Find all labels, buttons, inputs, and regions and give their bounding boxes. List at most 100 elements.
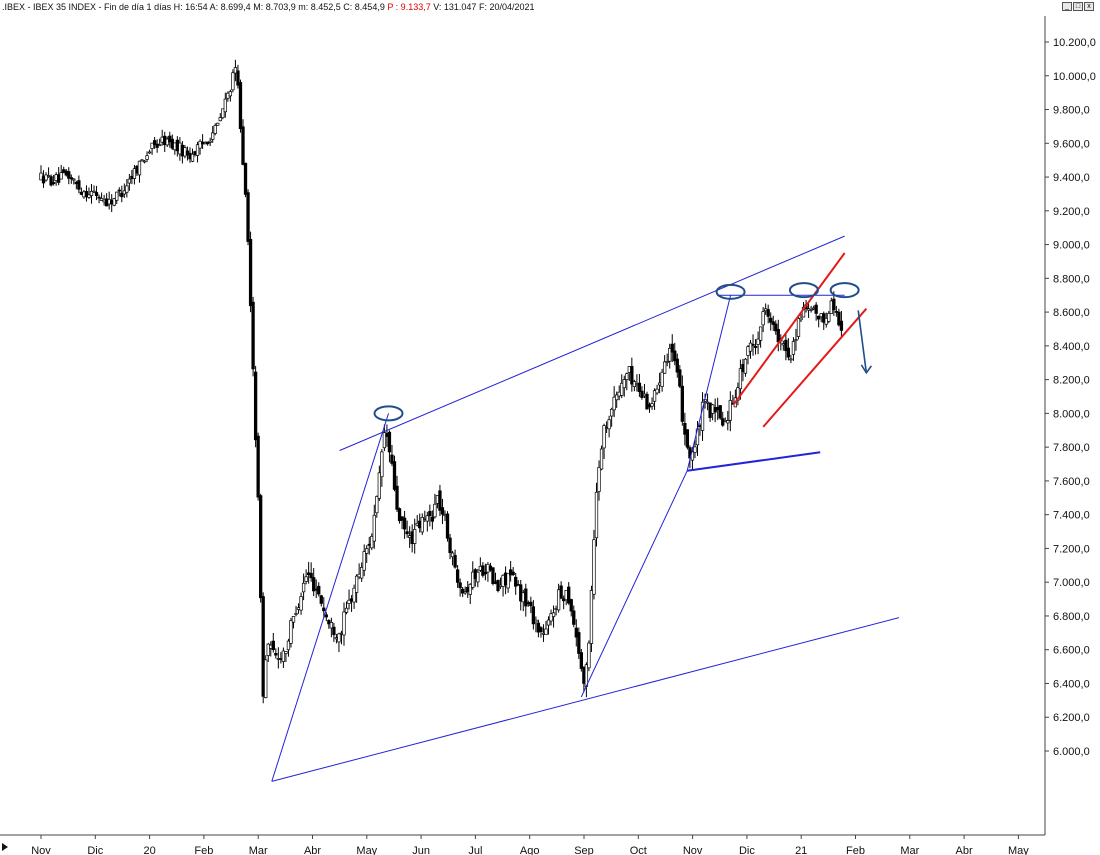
candle-body (529, 601, 533, 607)
candle-body (551, 612, 556, 617)
candle-body (577, 632, 581, 654)
candle-body (294, 613, 298, 615)
candle-body (718, 405, 722, 419)
peak-apr-marker (829, 282, 860, 299)
candle-body (597, 467, 601, 492)
candle-body (556, 589, 561, 611)
channel-bottom-line (762, 308, 868, 428)
peak-mar-marker (788, 282, 819, 299)
candle-body (675, 358, 679, 373)
candle-body (140, 159, 144, 162)
y-tick-label: 6.800,0 (1053, 611, 1090, 623)
y-tick-label: 8.200,0 (1053, 375, 1090, 387)
candle-body (405, 531, 409, 535)
candle-body (693, 446, 697, 453)
y-tick-label: 7.200,0 (1053, 543, 1090, 555)
candle-body (663, 361, 667, 374)
candle-body (87, 194, 91, 198)
candle-body (49, 176, 53, 186)
y-tick-label: 9.400,0 (1053, 172, 1090, 184)
close-button[interactable]: x (1084, 2, 1094, 11)
candle-body (751, 344, 755, 346)
date-readout: F: 20/04/2021 (478, 2, 535, 12)
candle-body (291, 616, 296, 623)
candle-body (365, 548, 369, 554)
candle-body (425, 515, 429, 522)
candle-body (546, 619, 551, 626)
candle-body (380, 451, 384, 478)
y-tick-label: 6.200,0 (1053, 712, 1090, 724)
candle-body (46, 175, 51, 177)
y-tick-label: 9.200,0 (1053, 206, 1090, 218)
candle-body (223, 98, 227, 113)
volume-readout: V: 131.047 (433, 2, 477, 12)
candle-body (347, 599, 351, 604)
candle-body (680, 385, 684, 422)
maximize-button[interactable]: □ (1073, 2, 1083, 11)
candle-body (127, 178, 132, 184)
candle-body (652, 390, 657, 402)
candle-body (791, 341, 796, 355)
candle-body (228, 91, 233, 97)
candle-body (559, 585, 563, 599)
candle-body (799, 317, 803, 321)
candle-body (324, 614, 328, 618)
candle-body (440, 507, 445, 515)
candle-body (524, 588, 528, 607)
candle-body (352, 587, 356, 603)
candle-body (221, 108, 225, 119)
candle-body (809, 309, 813, 311)
candle-body (362, 551, 366, 571)
candle-body (117, 189, 121, 192)
candle-body (142, 160, 147, 163)
candle-body (668, 348, 672, 362)
peak-jan-marker (715, 283, 746, 300)
candle-body (304, 576, 308, 582)
y-tick-label: 6.600,0 (1053, 645, 1090, 657)
candle-body (630, 366, 634, 385)
candle-body (120, 192, 124, 198)
candle-body (253, 371, 258, 441)
candle-body (150, 142, 154, 149)
candle-body (786, 347, 791, 358)
candle-body (660, 371, 664, 387)
y-tick-label: 8.800,0 (1053, 273, 1090, 285)
candle-body (342, 611, 346, 636)
channel-top-line (732, 252, 846, 406)
candle-body (251, 301, 255, 370)
candle-body (625, 373, 629, 381)
candle-body (685, 429, 690, 448)
candle-body (402, 517, 407, 530)
candle-body (463, 591, 467, 594)
candle-body (322, 607, 326, 612)
candle-body (344, 607, 349, 613)
candle-body (289, 620, 293, 644)
candle-body (390, 454, 394, 464)
candle-body (317, 585, 321, 595)
candle-body (354, 575, 359, 593)
rally-1-line (271, 413, 389, 782)
candle-body (329, 622, 334, 629)
candle-body (125, 185, 129, 193)
candle-body (445, 513, 450, 539)
candle-body (774, 323, 778, 332)
x-tick-label: Abr (956, 845, 973, 855)
candle-body (72, 178, 76, 181)
candle-body (301, 582, 306, 593)
candle-body (665, 361, 669, 363)
candle-body (218, 117, 222, 122)
minimize-button[interactable]: _ (1062, 2, 1072, 11)
candle-body (620, 382, 624, 396)
candle-body (132, 168, 137, 179)
candle-body (506, 573, 510, 589)
candle-body (587, 642, 591, 669)
candle-body (594, 491, 599, 539)
candle-body (377, 472, 381, 499)
candle-body (137, 160, 142, 176)
candle-body (243, 162, 248, 195)
open-readout: A: 8.699,4 (209, 2, 251, 12)
candle-body (579, 652, 583, 669)
candle-body (59, 172, 63, 180)
candle-body (758, 326, 763, 341)
x-tick-label: Nov (683, 845, 703, 855)
